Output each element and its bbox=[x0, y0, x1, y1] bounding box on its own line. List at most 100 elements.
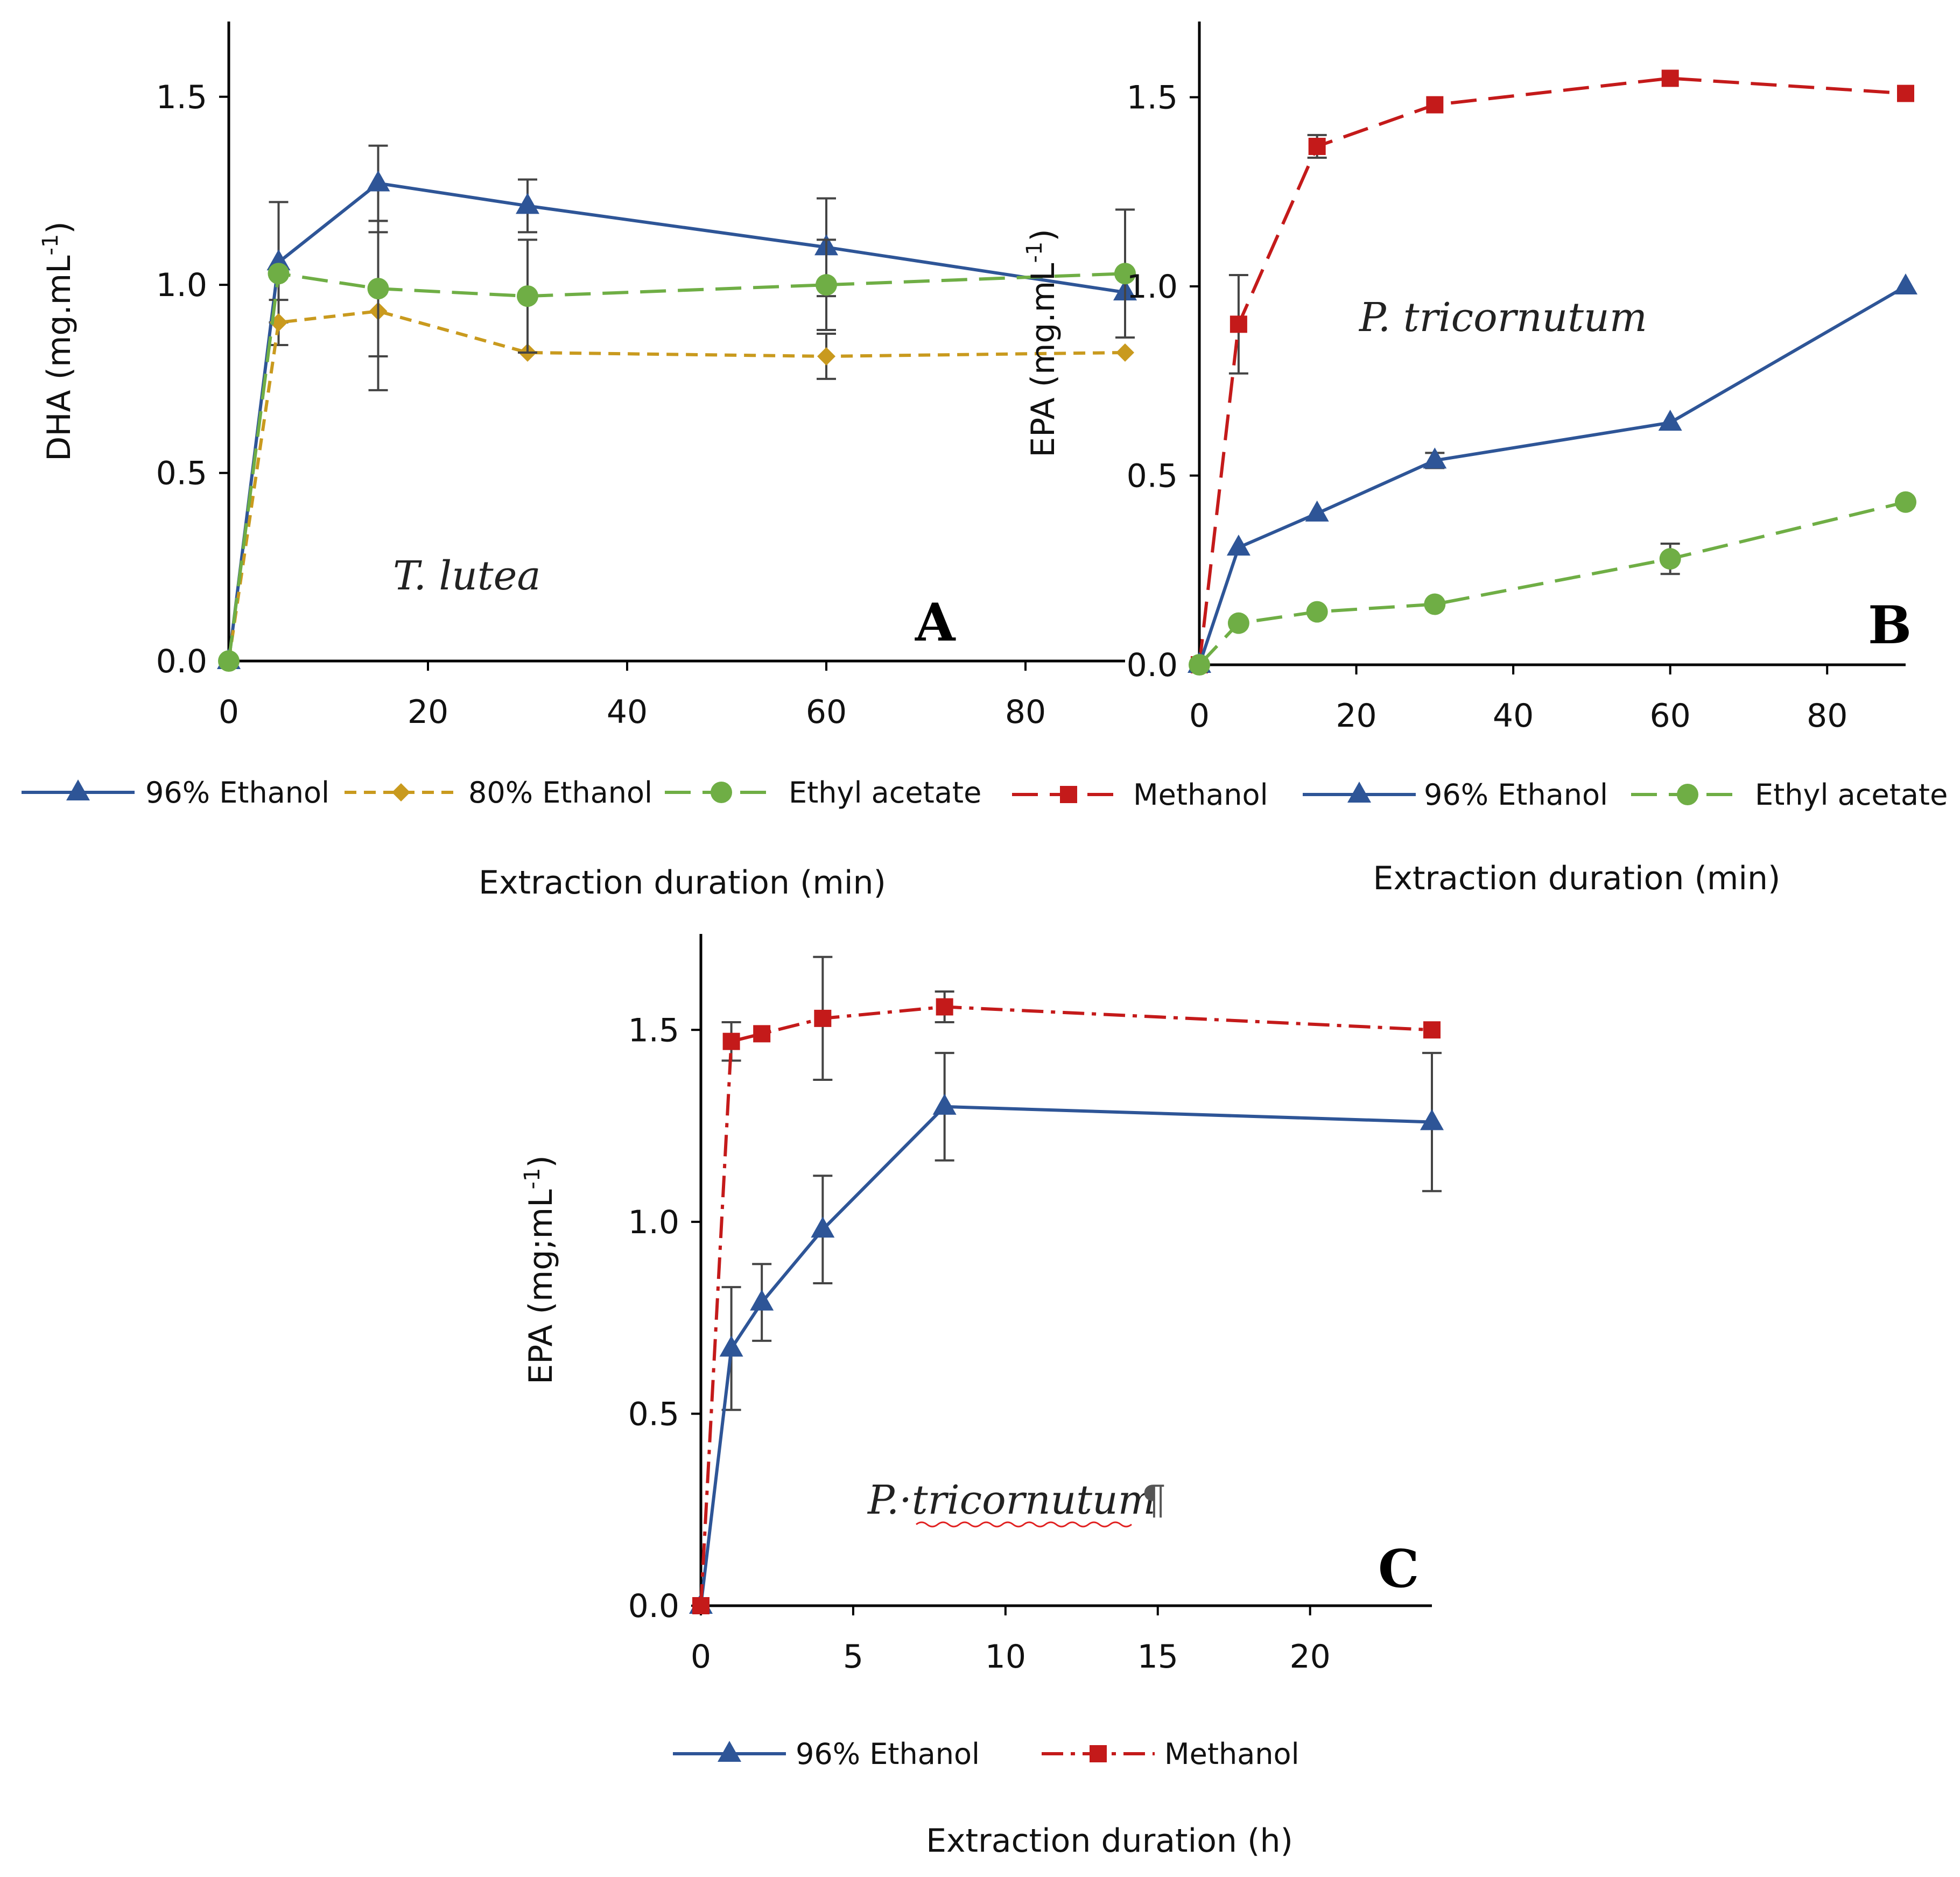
data-point bbox=[517, 285, 538, 307]
y-axis-title-end: ) bbox=[522, 1155, 560, 1168]
data-point bbox=[218, 650, 240, 672]
legend-swatch-marker bbox=[1677, 784, 1698, 805]
y-tick-label: 1.5 bbox=[628, 1011, 679, 1049]
series-ethyl-acetate bbox=[1189, 491, 1916, 676]
data-point bbox=[753, 1025, 771, 1043]
data-point bbox=[750, 1289, 774, 1311]
data-point bbox=[367, 278, 389, 300]
legend-label: 96% Ethanol bbox=[796, 1737, 980, 1771]
data-point bbox=[811, 1217, 835, 1238]
x-tick-label: 80 bbox=[1005, 693, 1046, 731]
x-tick-label: 0 bbox=[1189, 697, 1210, 735]
data-point bbox=[932, 1093, 957, 1115]
data-point bbox=[1116, 343, 1134, 362]
series-line bbox=[699, 1105, 1432, 1606]
legend-swatch-marker bbox=[711, 782, 732, 803]
data-point bbox=[1230, 315, 1247, 333]
y-tick-label: 0.0 bbox=[156, 643, 207, 680]
data-point bbox=[1897, 85, 1914, 102]
legend-swatch-marker bbox=[392, 783, 410, 802]
data-point bbox=[1661, 69, 1679, 87]
x-tick-label: 60 bbox=[806, 693, 847, 731]
data-point bbox=[1424, 593, 1446, 615]
data-point bbox=[1189, 654, 1210, 676]
y-axis-title: EPA (mg;mL-1) bbox=[520, 1155, 560, 1384]
series-line bbox=[227, 272, 1126, 662]
data-point bbox=[817, 347, 835, 365]
data-point bbox=[722, 1032, 740, 1050]
data-point bbox=[1305, 500, 1329, 522]
data-point bbox=[1895, 491, 1916, 513]
panel-letter: A bbox=[915, 592, 956, 653]
y-tick-label: 0.5 bbox=[1127, 458, 1178, 495]
y-tick-label: 1.0 bbox=[156, 266, 207, 304]
data-point bbox=[719, 1335, 743, 1357]
legend-swatch-marker bbox=[1090, 1745, 1107, 1762]
panel-letter: B bbox=[1868, 595, 1912, 656]
data-point bbox=[1423, 1021, 1441, 1039]
x-tick-label: 10 bbox=[985, 1638, 1026, 1676]
data-point bbox=[816, 274, 837, 296]
y-axis-title: DHA (mg.mL-1) bbox=[38, 221, 78, 461]
x-axis-title: Extraction duration (min) bbox=[479, 864, 886, 902]
x-tick-label: 40 bbox=[607, 693, 648, 731]
series-line bbox=[1198, 76, 1906, 665]
y-axis-title-main: EPA (mg;mL bbox=[522, 1189, 560, 1384]
data-point bbox=[366, 170, 390, 192]
data-point bbox=[1423, 447, 1447, 469]
series-methanol bbox=[692, 955, 1441, 1614]
y-axis-title-main: DHA (mg.mL bbox=[40, 255, 78, 461]
series-96-ethanol bbox=[689, 1052, 1444, 1614]
data-point bbox=[1659, 548, 1681, 570]
data-point bbox=[1114, 263, 1136, 285]
series-line bbox=[699, 1005, 1432, 1606]
species-annotation: T. lutea bbox=[393, 553, 541, 599]
x-tick-label: 0 bbox=[691, 1638, 711, 1676]
species-annotation: P.·tricornutum bbox=[867, 1477, 1156, 1523]
y-tick-label: 1.5 bbox=[156, 79, 207, 116]
data-point bbox=[692, 1597, 709, 1614]
data-point bbox=[1226, 535, 1251, 556]
legend: 96% Ethanol Methanol bbox=[673, 1737, 1299, 1771]
panel-letter: C bbox=[1378, 1538, 1419, 1599]
y-axis-title-sup: -1 bbox=[1022, 242, 1047, 263]
series-methanol bbox=[1191, 69, 1914, 673]
series-96-ethanol bbox=[217, 144, 1137, 669]
legend: Methanol 96% Ethanol Ethyl acetate bbox=[1012, 778, 1948, 812]
legend: 96% Ethanol 80% Ethanol Ethyl acetate bbox=[22, 776, 981, 810]
y-tick-label: 0.0 bbox=[628, 1587, 679, 1625]
data-point bbox=[1894, 273, 1917, 295]
x-tick-label: 20 bbox=[1289, 1638, 1330, 1676]
series-line bbox=[227, 181, 1126, 662]
legend-swatch-marker bbox=[1060, 786, 1077, 803]
spellcheck-underline bbox=[916, 1521, 1132, 1528]
x-tick-label: 15 bbox=[1137, 1638, 1178, 1676]
x-axis-title: Extraction duration (h) bbox=[926, 1822, 1293, 1860]
chart-panel-b: 0.0 0.5 1.0 1.5 0 20 40 60 80 EPA (mg.mL-1) Extrac… bbox=[1012, 22, 1948, 897]
y-tick-label: 0.0 bbox=[1127, 646, 1178, 684]
legend-label: Methanol bbox=[1164, 1737, 1299, 1771]
data-point bbox=[268, 263, 290, 285]
y-axis-title-sup: -1 bbox=[38, 234, 63, 256]
legend-label: 80% Ethanol bbox=[468, 776, 652, 810]
pilcrow-mark: ¶ bbox=[1141, 1477, 1167, 1523]
chart-panel-c: 0.0 0.5 1.0 1.5 0 5 10 15 20 EPA (mg;mL-1) Extract… bbox=[520, 934, 1444, 1860]
x-tick-label: 5 bbox=[843, 1638, 863, 1676]
data-point bbox=[516, 193, 539, 214]
y-axis-title-end: ) bbox=[1024, 229, 1062, 241]
y-tick-label: 1.5 bbox=[1127, 79, 1178, 117]
y-tick-label: 1.0 bbox=[628, 1204, 679, 1241]
series-line bbox=[1198, 285, 1907, 665]
y-axis-title-main: EPA (mg.mL bbox=[1024, 263, 1062, 458]
x-tick-label: 60 bbox=[1649, 697, 1690, 735]
data-point bbox=[936, 998, 953, 1016]
legend-swatch-marker bbox=[1347, 782, 1371, 803]
series-ethyl-acetate bbox=[218, 208, 1136, 672]
species-annotation: P. tricornutum bbox=[1358, 294, 1647, 341]
legend-label: Ethyl acetate bbox=[1755, 778, 1948, 812]
data-point bbox=[1420, 1109, 1444, 1130]
y-axis-title-end: ) bbox=[40, 221, 78, 234]
series-line bbox=[1198, 500, 1906, 666]
